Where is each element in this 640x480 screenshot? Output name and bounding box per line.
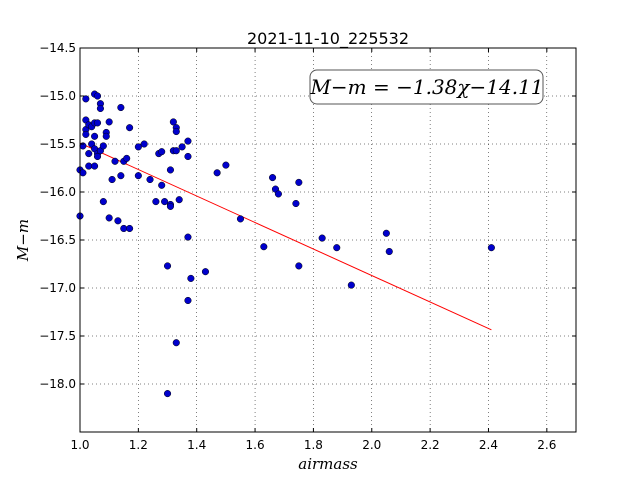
data-point <box>166 166 174 174</box>
data-point <box>126 224 134 233</box>
data-point <box>295 178 303 186</box>
y-tick-label: −18.0 <box>39 377 76 391</box>
data-point <box>123 154 131 162</box>
x-tick-label: 1.4 <box>187 438 206 452</box>
data-point <box>222 161 230 169</box>
data-point <box>140 140 148 148</box>
x-tick-label: 2.6 <box>537 438 556 452</box>
data-point <box>134 143 142 151</box>
y-tick-label: −17.0 <box>39 281 76 295</box>
data-point <box>318 234 326 242</box>
data-point <box>161 198 169 206</box>
data-points <box>76 90 495 398</box>
x-tick-label: 2.4 <box>479 438 498 452</box>
data-point <box>178 143 186 151</box>
x-tick-label: 1.0 <box>70 438 89 452</box>
data-point <box>163 390 172 398</box>
y-axis-label: M−m <box>14 219 32 262</box>
data-point <box>134 172 142 180</box>
data-point <box>158 148 166 156</box>
data-point <box>96 104 104 113</box>
data-point <box>146 175 154 184</box>
fit-equation-frame <box>309 69 544 105</box>
data-point <box>111 157 119 165</box>
y-tick-label: −15.5 <box>39 137 76 151</box>
y-tick-label: −17.5 <box>39 329 76 343</box>
data-point <box>91 162 99 170</box>
data-point <box>93 152 102 161</box>
data-point <box>184 296 192 305</box>
data-point <box>117 103 125 112</box>
data-point <box>269 174 277 182</box>
data-point <box>382 229 390 237</box>
data-point <box>126 124 134 132</box>
fit-line-group <box>79 142 492 331</box>
data-point <box>91 132 99 140</box>
data-point <box>175 196 183 204</box>
x-tick-label: 2.2 <box>421 438 440 452</box>
data-point <box>105 118 113 126</box>
data-point <box>108 175 116 184</box>
data-point <box>169 118 177 126</box>
chart-title: 2021-11-10_225532 <box>247 29 409 49</box>
data-point <box>172 339 180 347</box>
data-point <box>102 132 110 140</box>
data-point <box>236 215 245 223</box>
data-point <box>82 130 90 138</box>
data-point <box>166 202 174 210</box>
data-point <box>99 142 107 150</box>
data-point <box>184 233 192 241</box>
data-point <box>117 172 125 180</box>
data-point <box>163 262 172 270</box>
data-point <box>114 217 122 225</box>
x-tick-label: 2.0 <box>362 438 381 452</box>
data-point <box>295 262 303 270</box>
data-point <box>213 169 221 177</box>
data-point <box>82 95 90 103</box>
data-point <box>85 150 93 158</box>
fit-line <box>79 142 492 331</box>
y-tick-label: −16.0 <box>39 185 76 199</box>
data-point <box>385 247 393 256</box>
data-point <box>187 274 195 282</box>
data-point <box>79 169 87 177</box>
fit-equation-box: M−m = −1.38χ−14.11 <box>309 69 544 105</box>
data-point <box>292 199 300 208</box>
fit-equation-label: M−m = −1.38χ−14.11 <box>309 75 543 99</box>
data-point <box>201 268 210 276</box>
data-point <box>172 147 180 155</box>
x-axis-label: airmass <box>298 455 358 473</box>
y-tick-label: −16.5 <box>39 233 76 247</box>
x-tick-label: 1.2 <box>129 438 148 452</box>
y-tick-label: −14.5 <box>39 41 76 55</box>
data-point <box>152 198 160 206</box>
data-point <box>158 181 166 189</box>
data-point <box>274 190 282 198</box>
y-tick-label: −15.0 <box>39 89 76 103</box>
data-point <box>93 119 102 127</box>
x-tick-label: 1.8 <box>304 438 323 452</box>
data-point <box>93 92 102 100</box>
axis-ticks: 1.0 1.2 1.4 1.6 1.8 2.0 2.2 2.4 2.6 −14.5 −15.0 −15… <box>39 41 576 452</box>
data-point <box>105 214 113 222</box>
data-point <box>184 152 192 161</box>
data-point <box>333 244 341 252</box>
data-point <box>260 243 268 251</box>
data-point <box>184 137 192 145</box>
x-tick-label: 1.6 <box>246 438 265 452</box>
data-point <box>172 127 180 136</box>
data-point <box>99 198 107 206</box>
data-point <box>487 244 495 252</box>
data-point <box>347 281 355 289</box>
